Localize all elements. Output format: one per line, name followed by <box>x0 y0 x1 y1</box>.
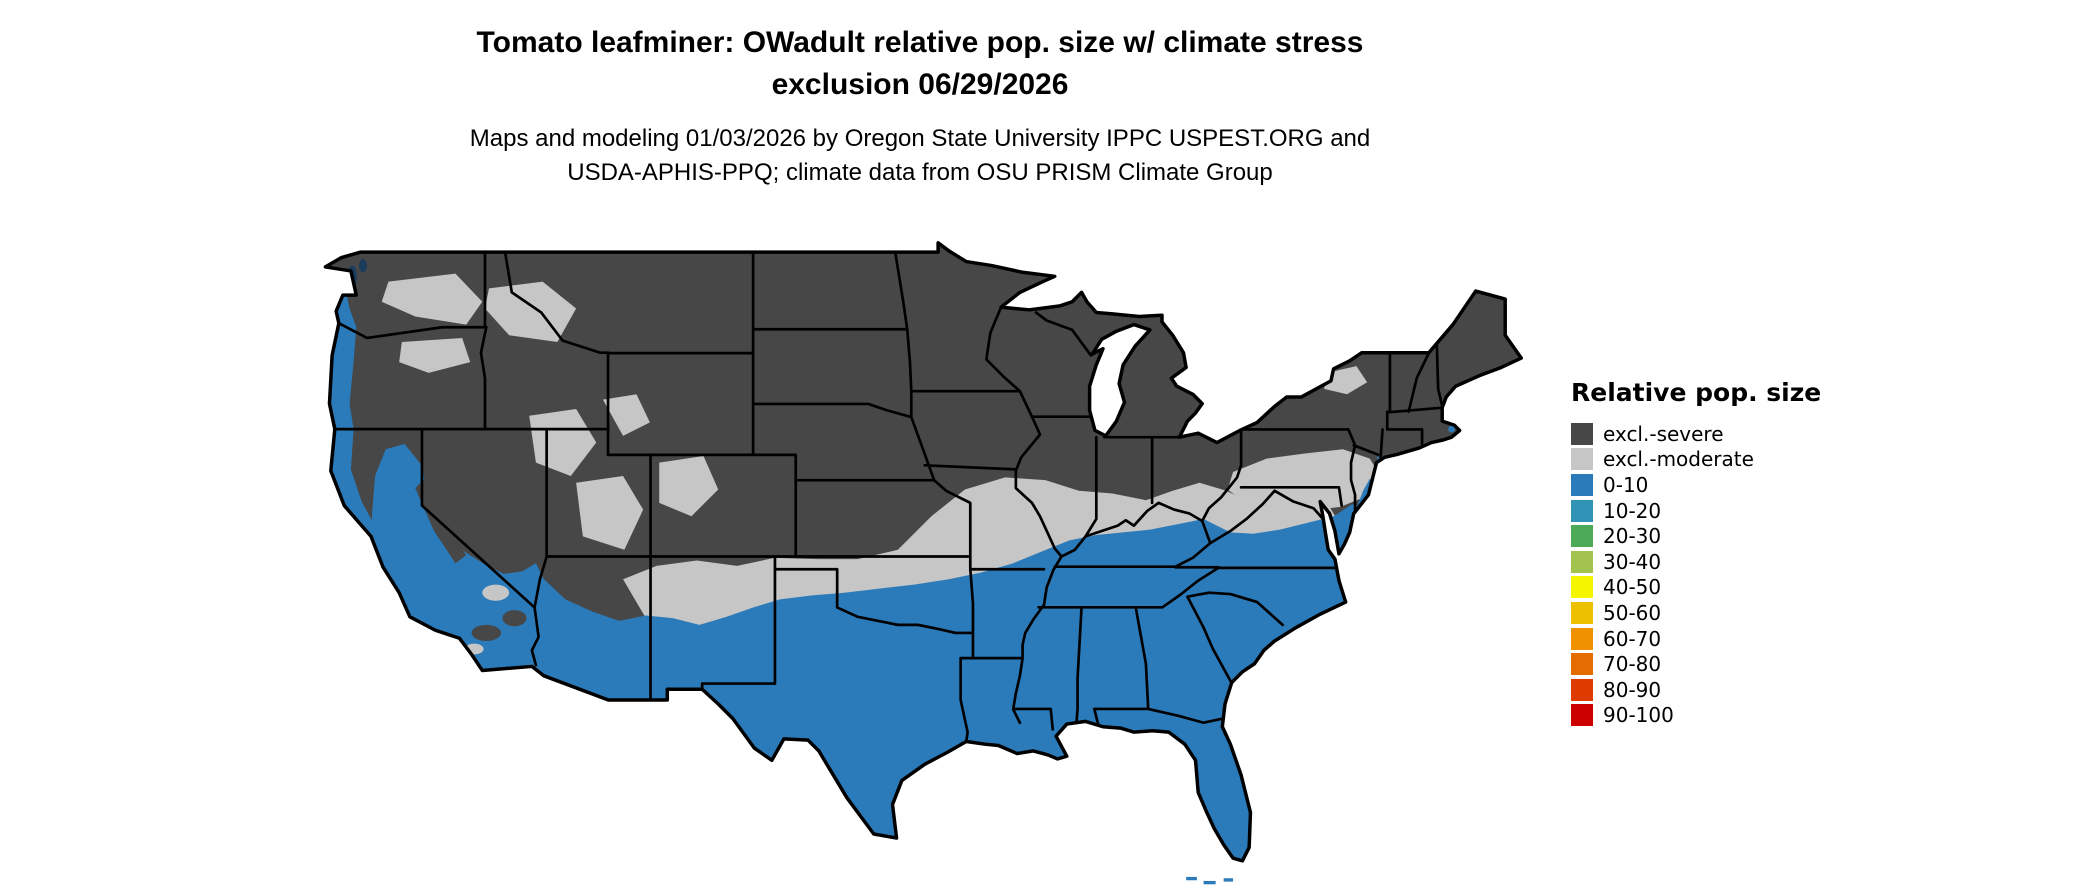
legend-swatch <box>1571 448 1593 471</box>
legend-item: 30-40 <box>1571 549 1871 575</box>
state-boundaries <box>332 250 1444 743</box>
legend-label: 40-50 <box>1603 575 1662 600</box>
legend-item: 10-20 <box>1571 498 1871 524</box>
legend-swatch <box>1571 704 1593 727</box>
legend-label: 70-80 <box>1603 652 1662 677</box>
legend-item: 70-80 <box>1571 651 1871 677</box>
legend-label: 80-90 <box>1603 677 1662 702</box>
legend-label: excl.-severe <box>1603 421 1724 446</box>
legend-item: 80-90 <box>1571 677 1871 703</box>
legend-item: 40-50 <box>1571 575 1871 601</box>
layer-excluded-moderate <box>381 273 1381 628</box>
figure-title-line1: Tomato leafminer: OWadult relative pop. … <box>476 26 1364 59</box>
legend-item: excl.-severe <box>1571 421 1871 447</box>
legend-label: 30-40 <box>1603 549 1662 574</box>
legend: Relative pop. size excl.-severe excl.-mod… <box>1571 378 1871 728</box>
legend-swatch <box>1571 627 1593 650</box>
legend-label: excl.-moderate <box>1603 447 1754 472</box>
legend-swatch <box>1571 576 1593 599</box>
subtitle-block: Maps and modeling 01/03/2026 by Oregon S… <box>0 122 1840 190</box>
legend-title: Relative pop. size <box>1571 378 1822 407</box>
legend-label: 90-100 <box>1603 703 1674 728</box>
legend-swatch <box>1571 473 1593 496</box>
legend-swatch <box>1571 601 1593 624</box>
figure-subtitle-line2: USDA-APHIS-PPQ; climate data from OSU PR… <box>567 159 1273 186</box>
legend-swatch <box>1571 653 1593 676</box>
layer-socal-mountain-patches <box>415 477 527 641</box>
legend-item: 60-70 <box>1571 626 1871 652</box>
legend-item: 0-10 <box>1571 472 1871 498</box>
legend-swatch <box>1571 422 1593 445</box>
legend-item: 50-60 <box>1571 600 1871 626</box>
legend-swatch <box>1571 499 1593 522</box>
layer-socal-moderate-patches <box>464 584 510 655</box>
legend-item: 90-100 <box>1571 703 1871 729</box>
legend-label: 10-20 <box>1603 498 1662 523</box>
legend-label: 0-10 <box>1603 472 1649 497</box>
figure-title-line2: exclusion 06/29/2026 <box>771 68 1069 101</box>
title-block: Tomato leafminer: OWadult relative pop. … <box>0 22 1840 106</box>
florida-keys <box>1186 876 1234 885</box>
figure-subtitle-line1: Maps and modeling 01/03/2026 by Oregon S… <box>469 125 1371 152</box>
legend-label: 20-30 <box>1603 524 1662 549</box>
legend-label: 60-70 <box>1603 626 1662 651</box>
legend-item: excl.-moderate <box>1571 447 1871 473</box>
legend-swatch <box>1571 678 1593 701</box>
legend-items: excl.-severe excl.-moderate 0-10 10-20 20-30… <box>1571 421 1871 728</box>
us-map <box>308 228 1528 885</box>
legend-swatch <box>1571 525 1593 548</box>
legend-swatch <box>1571 550 1593 573</box>
legend-label: 50-60 <box>1603 600 1662 625</box>
legend-item: 20-30 <box>1571 523 1871 549</box>
us-map-svg <box>323 241 1524 885</box>
